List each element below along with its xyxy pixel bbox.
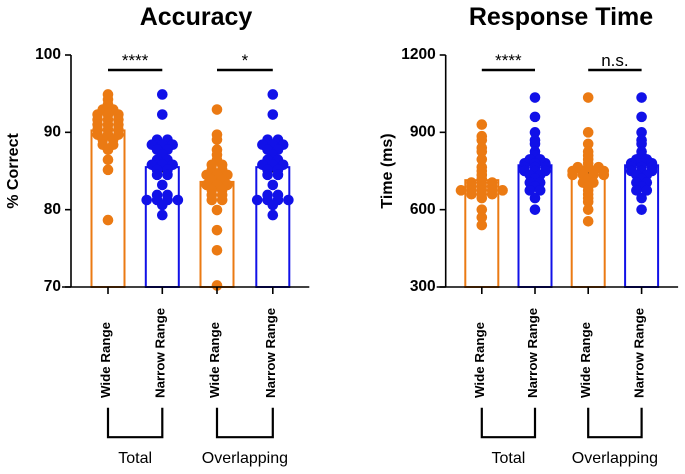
svg-text:70: 70 (44, 278, 61, 295)
svg-text:Overlapping: Overlapping (202, 450, 288, 467)
svg-text:Wide Range: Wide Range (98, 322, 113, 398)
svg-text:600: 600 (410, 201, 436, 218)
svg-text:Narrow Range: Narrow Range (263, 308, 278, 398)
svg-text:Total: Total (492, 450, 526, 467)
svg-text:300: 300 (410, 278, 436, 295)
svg-text:100: 100 (35, 46, 61, 63)
svg-text:****: **** (122, 51, 149, 70)
svg-text:Accuracy: Accuracy (140, 3, 253, 31)
svg-text:Wide Range: Wide Range (207, 322, 222, 398)
svg-text:Narrow Range: Narrow Range (525, 308, 540, 398)
svg-text:****: **** (495, 51, 522, 70)
svg-text:% Correct: % Correct (5, 133, 22, 209)
svg-text:*: * (242, 51, 249, 70)
svg-text:Wide Range: Wide Range (472, 322, 487, 398)
svg-text:Wide Range: Wide Range (578, 322, 593, 398)
svg-text:80: 80 (44, 201, 61, 218)
svg-text:90: 90 (44, 123, 61, 140)
svg-text:n.s.: n.s. (601, 51, 628, 70)
svg-text:Response Time: Response Time (469, 3, 653, 31)
svg-text:Total: Total (118, 450, 152, 467)
svg-text:900: 900 (410, 123, 436, 140)
svg-text:1200: 1200 (401, 46, 435, 63)
svg-text:Overlapping: Overlapping (572, 450, 658, 467)
svg-text:Narrow Range: Narrow Range (152, 308, 167, 398)
svg-text:Time (ms): Time (ms) (379, 133, 396, 208)
svg-text:Narrow Range: Narrow Range (632, 308, 647, 398)
